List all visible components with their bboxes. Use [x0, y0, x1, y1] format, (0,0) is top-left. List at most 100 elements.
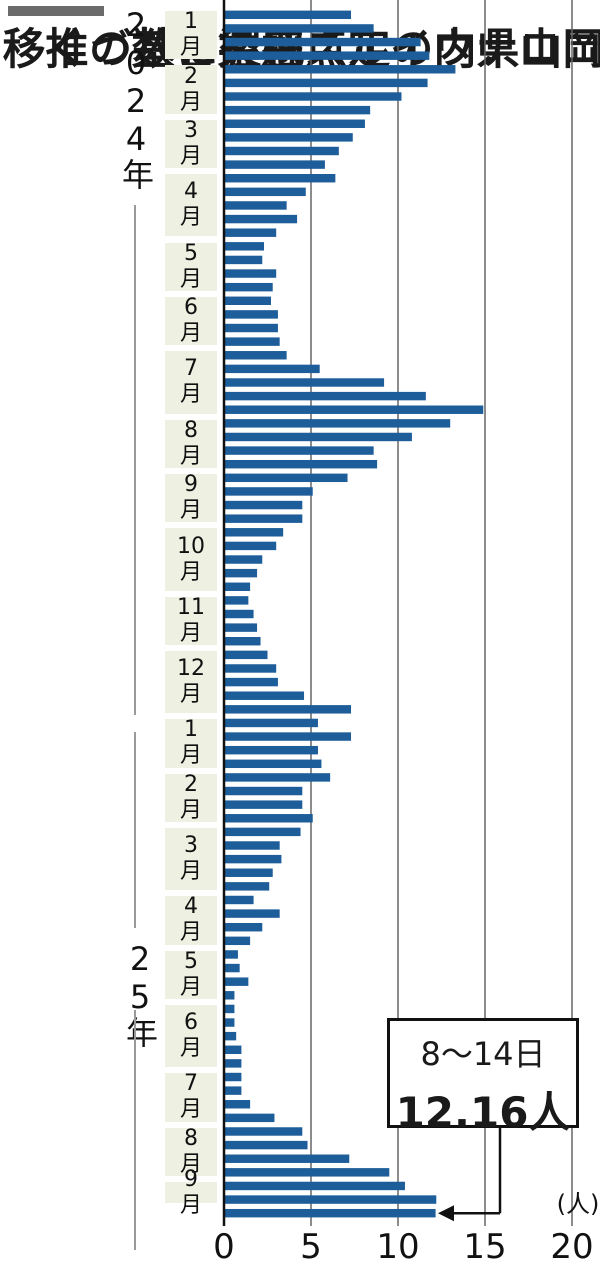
- bar: [224, 977, 249, 986]
- bar: [224, 936, 251, 946]
- bar: [224, 310, 278, 319]
- bar: [224, 841, 280, 850]
- bar: [224, 596, 249, 605]
- latest-value-callout: 8〜14日 12.16人: [387, 1018, 579, 1137]
- month-band: [165, 719, 217, 768]
- bar: [224, 446, 374, 455]
- year-label-2024: 2024年: [117, 6, 155, 190]
- month-number: 2: [184, 63, 198, 89]
- bar: [224, 528, 284, 537]
- bar: [224, 201, 287, 210]
- bar: [224, 1045, 242, 1054]
- callout-arrowhead: [438, 1205, 454, 1222]
- bar: [224, 214, 298, 224]
- month-unit: 月: [179, 144, 202, 170]
- bar: [224, 582, 251, 591]
- month-band: [165, 1127, 217, 1177]
- month-number: 5: [184, 240, 198, 266]
- bar: [224, 609, 254, 619]
- month-number: 5: [184, 948, 198, 974]
- bar: [224, 1195, 437, 1204]
- month-number: 12: [177, 656, 205, 682]
- bar: [224, 1031, 237, 1041]
- month-number: 9: [184, 1166, 198, 1192]
- month-band: [165, 1073, 217, 1122]
- bar: [224, 909, 280, 918]
- month-number: 1: [184, 9, 198, 35]
- bar: [224, 745, 318, 755]
- month-unit: 月: [179, 205, 202, 231]
- month-number: 8: [184, 1125, 198, 1151]
- bar: [224, 24, 374, 33]
- month-unit: 月: [179, 443, 202, 469]
- bar: [224, 432, 412, 442]
- month-unit: 月: [179, 743, 202, 769]
- bar: [224, 1018, 235, 1027]
- month-band: [165, 119, 217, 169]
- month-unit: 月: [179, 498, 202, 524]
- month-band: [165, 1182, 217, 1204]
- month-band: [165, 528, 217, 591]
- bar: [224, 473, 348, 483]
- bar: [224, 773, 331, 782]
- bar: [224, 296, 271, 306]
- bar: [224, 269, 277, 278]
- month-band: [165, 596, 217, 646]
- bar: [224, 1086, 242, 1095]
- year-bracket-2025-bottom: [134, 1010, 136, 1250]
- bar: [224, 868, 273, 877]
- month-unit: 月: [179, 620, 202, 646]
- bar: [224, 487, 313, 496]
- bar: [224, 705, 352, 714]
- month-label: 12 月: [161, 656, 221, 708]
- bar: [224, 677, 278, 687]
- month-label: 11 月: [161, 595, 221, 647]
- month-number: 1: [184, 717, 198, 743]
- bar: [224, 922, 263, 932]
- month-unit: 月: [179, 35, 202, 61]
- bar: [224, 364, 320, 374]
- bar: [224, 623, 258, 632]
- bar: [224, 174, 336, 183]
- month-number: 2: [184, 771, 198, 797]
- month-band: [165, 174, 217, 237]
- month-band: [165, 351, 217, 414]
- bar: [224, 500, 303, 510]
- bar: [224, 786, 303, 796]
- month-band: [165, 11, 217, 60]
- year-bracket-2025-top: [134, 732, 136, 928]
- bar: [224, 242, 265, 251]
- month-band: [165, 828, 217, 891]
- month-unit: 月: [179, 559, 202, 585]
- x-tick-label: 15: [463, 1227, 506, 1265]
- year-bracket-2024: [134, 205, 136, 715]
- x-tick-label: 10: [376, 1227, 419, 1265]
- bar: [224, 133, 353, 142]
- bar: [224, 759, 322, 769]
- bar: [224, 568, 258, 578]
- bar: [224, 514, 303, 523]
- bar: [224, 827, 301, 837]
- bar: [224, 1072, 242, 1082]
- month-band: [165, 1005, 217, 1068]
- bar: [224, 963, 240, 973]
- month-number: 3: [184, 833, 198, 859]
- bar: [224, 895, 254, 905]
- month-band: [165, 474, 217, 523]
- bar: [224, 1100, 251, 1109]
- month-number: 6: [184, 1010, 198, 1036]
- bar: [224, 691, 305, 700]
